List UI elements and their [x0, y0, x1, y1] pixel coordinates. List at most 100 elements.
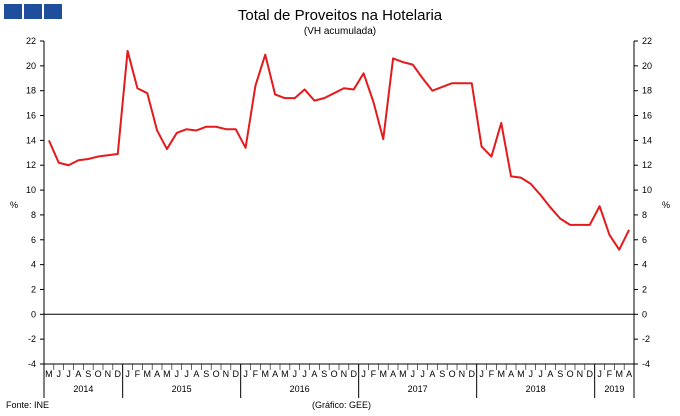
x-tick-label-month: F [489, 369, 495, 379]
logo-square [4, 4, 22, 19]
graphic-credit: (Gráfico: GEE) [312, 400, 372, 410]
x-tick-label-month: J [175, 369, 180, 379]
y-tick-label-right: 0 [642, 309, 647, 319]
x-tick-label-month: N [577, 369, 584, 379]
y-tick-label-left: 0 [31, 309, 36, 319]
y-tick-label-left: 14 [26, 135, 36, 145]
x-tick-label-month: F [135, 369, 141, 379]
x-tick-label-month: D [351, 369, 358, 379]
x-tick-label-month: S [321, 369, 327, 379]
x-tick-label-month: A [390, 369, 396, 379]
x-tick-label-month: O [331, 369, 338, 379]
y-tick-label-right: -4 [642, 359, 650, 369]
x-year-label: 2015 [172, 384, 192, 394]
x-tick-label-month: A [311, 369, 317, 379]
series-layer [48, 49, 630, 251]
x-tick-label-month: J [57, 369, 62, 379]
x-tick-label-month: A [547, 369, 553, 379]
x-tick-label-month: F [253, 369, 259, 379]
y-tick-label-left: 16 [26, 111, 36, 121]
x-year-label: 2017 [408, 384, 428, 394]
y-tick-label-right: 10 [642, 185, 652, 195]
x-tick-label-month: M [517, 369, 525, 379]
x-tick-label-month: S [439, 369, 445, 379]
x-tick-label-month: J [293, 369, 298, 379]
x-tick-label-month: J [302, 369, 307, 379]
chart-subtitle: (VH acumulada) [304, 26, 376, 37]
y-tick-label-right: -2 [642, 334, 650, 344]
x-tick-label-month: M [616, 369, 624, 379]
x-tick-label-month: J [243, 369, 248, 379]
x-tick-label-month: A [429, 369, 435, 379]
x-tick-label-month: N [459, 369, 466, 379]
x-tick-label-month: M [380, 369, 388, 379]
x-tick-label-month: J [597, 369, 602, 379]
source-note: Fonte: INE [6, 400, 50, 410]
x-tick-label-month: J [538, 369, 543, 379]
x-tick-label-month: A [508, 369, 514, 379]
y-tick-label-right: 12 [642, 160, 652, 170]
x-tick-label-month: J [529, 369, 534, 379]
x-tick-label-month: J [411, 369, 416, 379]
x-tick-label-month: O [213, 369, 220, 379]
x-year-label: 2019 [604, 384, 624, 394]
x-tick-label-month: A [626, 369, 632, 379]
chart-title: Total de Proveitos na Hotelaria [238, 7, 443, 24]
series-line [48, 49, 630, 251]
y-tick-label-right: 4 [642, 260, 647, 270]
y-tick-label-left: -4 [28, 359, 36, 369]
y-tick-label-right: 2 [642, 284, 647, 294]
y-tick-label-left: 20 [26, 61, 36, 71]
x-tick-label-month: O [567, 369, 574, 379]
y-tick-label-left: -2 [28, 334, 36, 344]
x-tick-label-month: O [449, 369, 456, 379]
x-tick-label-month: N [105, 369, 112, 379]
y-tick-label-left: 4 [31, 260, 36, 270]
x-tick-label-month: A [75, 369, 81, 379]
logo-square [44, 4, 62, 19]
x-tick-label-month: J [479, 369, 484, 379]
x-tick-label-month: S [85, 369, 91, 379]
x-tick-label-month: F [607, 369, 613, 379]
x-tick-label-month: M [262, 369, 270, 379]
x-tick-label-month: D [115, 369, 122, 379]
y-tick-label-right: 14 [642, 135, 652, 145]
y-tick-label-right: 22 [642, 36, 652, 46]
x-tick-label-month: S [557, 369, 563, 379]
x-tick-label-month: D [233, 369, 240, 379]
y-tick-label-left: 12 [26, 160, 36, 170]
y-axis-label-left: % [10, 200, 18, 210]
x-tick-label-month: M [399, 369, 407, 379]
y-tick-label-left: 2 [31, 284, 36, 294]
y-tick-label-left: 18 [26, 86, 36, 96]
x-tick-label-month: A [154, 369, 160, 379]
x-tick-label-month: J [66, 369, 71, 379]
x-tick-label-month: M [281, 369, 289, 379]
y-tick-label-right: 16 [642, 111, 652, 121]
x-tick-label-month: F [371, 369, 377, 379]
x-tick-label-month: A [193, 369, 199, 379]
y-tick-label-right: 8 [642, 210, 647, 220]
x-year-label: 2016 [290, 384, 310, 394]
x-year-label: 2014 [73, 384, 93, 394]
x-tick-label-month: S [203, 369, 209, 379]
x-tick-label-month: M [45, 369, 53, 379]
y-tick-label-right: 20 [642, 61, 652, 71]
y-tick-label-left: 22 [26, 36, 36, 46]
x-tick-label-month: D [587, 369, 594, 379]
y-tick-label-left: 10 [26, 185, 36, 195]
x-year-label: 2018 [526, 384, 546, 394]
logo-square [24, 4, 42, 19]
x-tick-label-month: D [469, 369, 476, 379]
x-tick-label-month: M [498, 369, 506, 379]
y-tick-label-left: 8 [31, 210, 36, 220]
x-tick-label-month: J [125, 369, 130, 379]
x-tick-label-month: M [163, 369, 171, 379]
x-tick-label-month: M [144, 369, 152, 379]
x-tick-label-month: J [361, 369, 366, 379]
y-tick-label-left: 6 [31, 235, 36, 245]
x-tick-label-month: J [420, 369, 425, 379]
y-axis-label-right: % [662, 200, 670, 210]
